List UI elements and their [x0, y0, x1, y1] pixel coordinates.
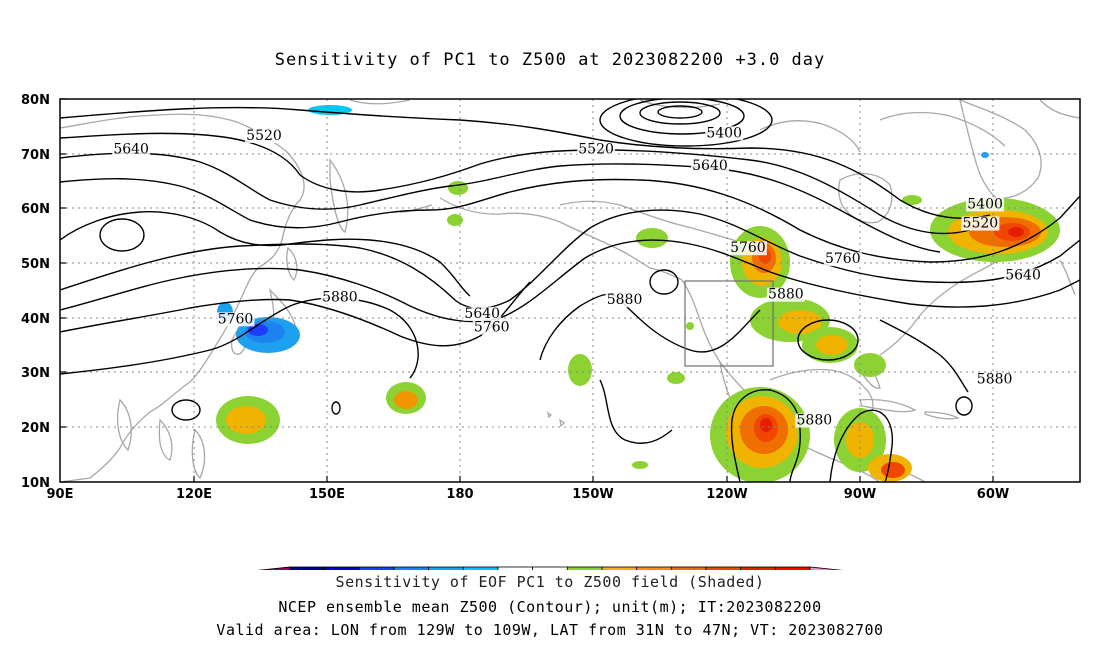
valid-area-box: [684, 280, 774, 367]
latitude-labels: 80N 70N 60N 50N 40N 30N 20N 10N: [21, 93, 50, 491]
colorbar-swatch: [462, 566, 499, 570]
contour-label-bg: [605, 293, 644, 308]
contour-label: 5760: [730, 240, 766, 256]
contour-label-bg: [961, 216, 1000, 231]
longitude-labels: 90E 120E 150E 180 150W 120W 90W 60W: [47, 487, 1010, 502]
colorbar-swatch: [532, 566, 568, 570]
contour-label: 5640: [692, 158, 728, 174]
lat-label: 80N: [21, 93, 50, 108]
lat-label: 20N: [21, 421, 50, 436]
lat-label: 10N: [21, 476, 50, 491]
caption-contour: NCEP ensemble mean Z500 (Contour); unit(…: [278, 598, 822, 616]
caption-shading: Sensitivity of EOF PC1 to Z500 field (Sh…: [335, 573, 765, 591]
colorbar-swatch: [705, 566, 742, 570]
lon-label: 60W: [977, 487, 1009, 502]
contour-label: 5880: [797, 413, 833, 429]
contour-label-bg: [823, 252, 862, 267]
contour-label-bg: [1004, 268, 1043, 283]
contour-label-bg: [577, 142, 616, 157]
colorbar-swatch: [566, 566, 603, 570]
axis-ticks: [60, 98, 994, 483]
contour-label-bg: [705, 126, 744, 141]
lon-label: 180: [446, 487, 473, 502]
contour-label-bg: [245, 129, 283, 144]
contour-label: 5880: [607, 292, 643, 308]
contour-label: 5640: [1005, 268, 1041, 284]
map-frame: [59, 98, 1081, 483]
lon-label: 120W: [706, 487, 747, 502]
colorbar-swatch: [636, 566, 672, 570]
contour-label: 5400: [967, 196, 1003, 212]
contour-label: 5520: [246, 128, 282, 144]
colorbar-swatch: [601, 566, 638, 570]
contour-label: 5520: [963, 216, 999, 232]
contour-label: 5880: [768, 287, 804, 303]
contour-label-bg: [320, 290, 359, 305]
lat-label: 70N: [21, 148, 50, 163]
contour-label: 5400: [706, 125, 742, 141]
colorbar-swatch: [774, 566, 811, 570]
contour-label-bg: [966, 197, 1005, 212]
contour-label: 5640: [113, 142, 149, 158]
contour-label-bg: [728, 241, 767, 256]
colorbar-swatch: [740, 566, 776, 570]
contour-label-bg: [472, 320, 511, 335]
colorbar-swatch: [428, 566, 464, 570]
contour-label-bg: [766, 287, 805, 302]
contour-label: 5760: [825, 251, 861, 267]
contour-label-bg: [463, 306, 502, 321]
contour-label-bg: [112, 142, 151, 157]
contour-label-bg: [216, 312, 255, 327]
colorbar-min-triangle: [257, 566, 291, 570]
colorbar-swatch: [358, 566, 395, 570]
lon-label: 90E: [47, 487, 74, 502]
lat-label: 30N: [21, 366, 50, 381]
contour-label: 5520: [578, 142, 614, 158]
lat-label: 60N: [21, 202, 50, 217]
colorbar-swatch: [289, 566, 326, 570]
contour-label: 5880: [322, 289, 358, 305]
contour-label: 5880: [977, 372, 1013, 388]
colorbar-swatch: [670, 566, 707, 570]
colorbar-swatch: [393, 566, 430, 570]
colorbar-max-triangle: [809, 566, 843, 570]
colorbar: -0.9-0.8-0.7-0.6-0.5-0.4-0.3-0.20.20.30.…: [257, 566, 843, 570]
contour-label: 5760: [474, 320, 510, 336]
plot-title: Sensitivity of PC1 to Z500 at 2023082200…: [274, 50, 826, 70]
contour-label: 5760: [218, 311, 254, 327]
contour-label: 5640: [464, 306, 500, 322]
contour-label-bg: [975, 372, 1014, 387]
lat-label: 40N: [21, 312, 50, 327]
contour-label-bg: [795, 413, 834, 428]
map-frame-bg: [60, 99, 1080, 482]
lat-label: 50N: [21, 257, 50, 272]
sensitivity-shading: [216, 105, 1060, 482]
lon-label: 120E: [176, 487, 212, 502]
colorbar-swatch: [497, 566, 534, 570]
lon-label: 90W: [844, 487, 876, 502]
colorbar-swatch: [324, 566, 360, 570]
lon-label: 150W: [572, 487, 613, 502]
lon-label: 150E: [309, 487, 345, 502]
caption-valid-area: Valid area: LON from 129W to 109W, LAT f…: [216, 621, 884, 639]
contour-label-bg: [690, 159, 729, 174]
